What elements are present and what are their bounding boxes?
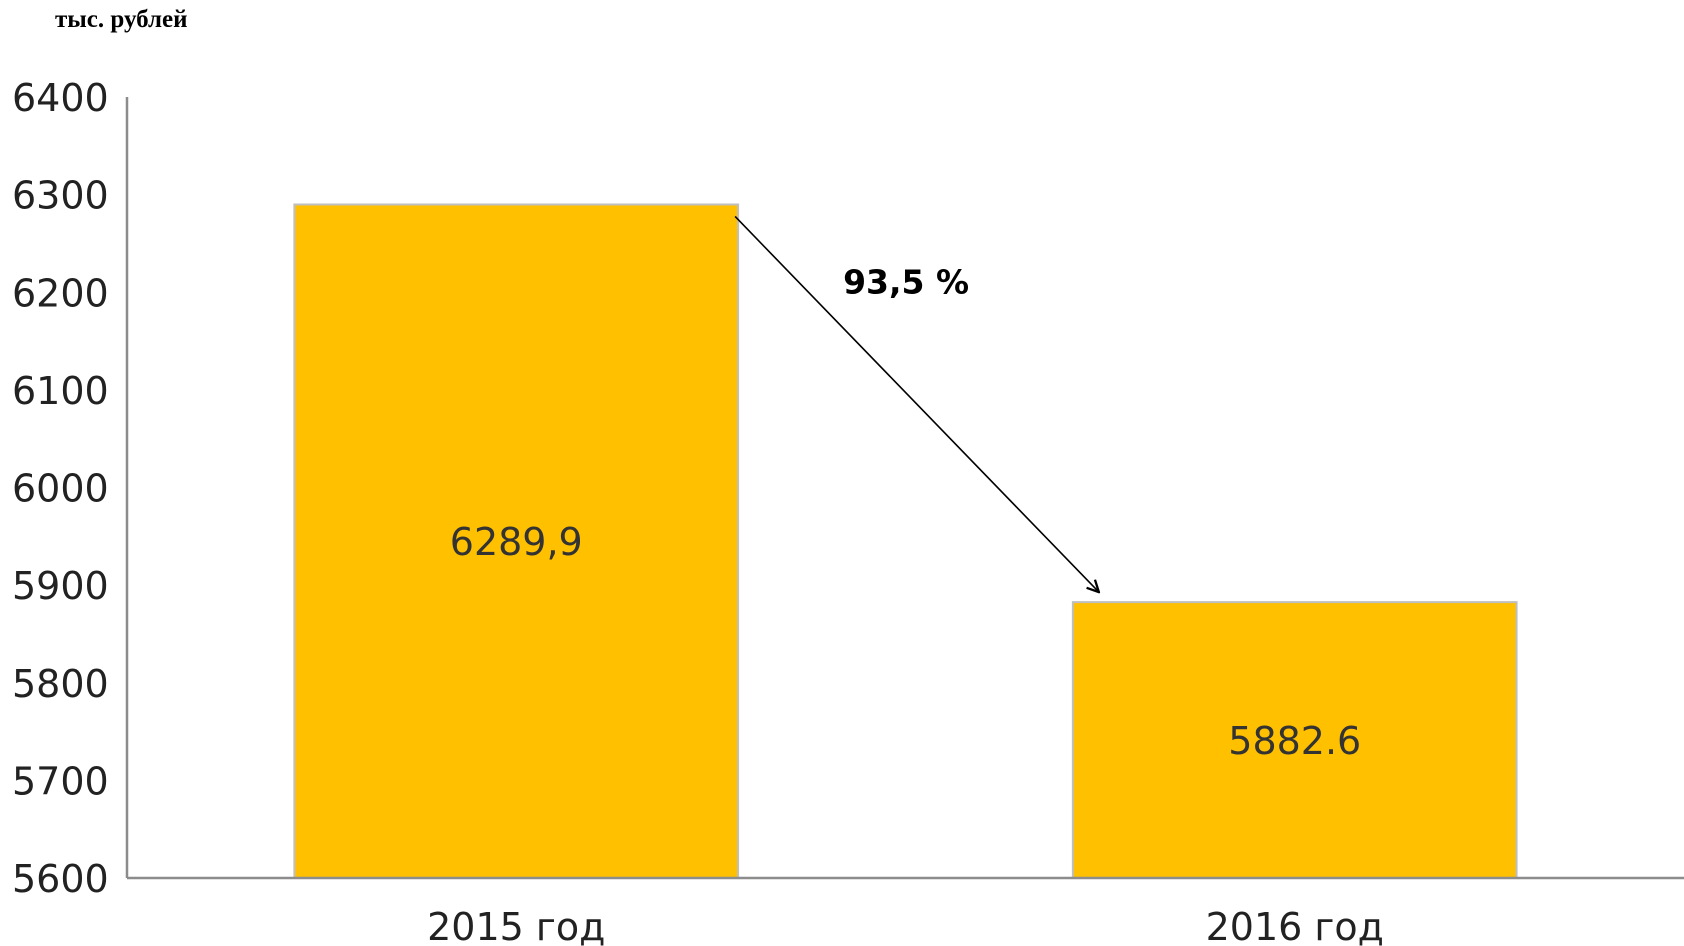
- change-percent-label: 93,5 %: [843, 262, 969, 301]
- change-arrow: [734, 215, 1099, 592]
- y-tick-label-8: 5700: [12, 759, 109, 803]
- y-tick-label-2: 6300: [12, 174, 109, 218]
- unit-label: тыс. рублей: [55, 6, 188, 33]
- axis-layer: 6400 6300 6200 6100 6000 5900 5800 5700 5600: [12, 76, 1684, 901]
- data-label-1: 6289,9: [450, 520, 583, 564]
- data-label-2: 5882.6: [1228, 719, 1361, 763]
- y-tick-label-5: 6000: [12, 467, 109, 511]
- bars-layer: [293, 203, 1518, 880]
- category-label-2: 2016 год: [1206, 905, 1384, 946]
- bar-1: [293, 203, 740, 880]
- labels-layer: 6289,9 2015 год 5882.6 2016 год: [427, 520, 1384, 946]
- y-tick-label-6: 5900: [12, 564, 109, 608]
- bar-2: [1071, 601, 1518, 879]
- y-tick-label-3: 6200: [12, 271, 109, 315]
- y-tick-label-7: 5800: [12, 662, 109, 706]
- y-tick-label-1: 6400: [12, 76, 109, 120]
- category-label-1: 2015 год: [427, 905, 605, 946]
- y-tick-label-9: 5600: [12, 857, 109, 901]
- annotation-layer: 93,5 %: [734, 215, 1099, 592]
- y-tick-label-4: 6100: [12, 369, 109, 413]
